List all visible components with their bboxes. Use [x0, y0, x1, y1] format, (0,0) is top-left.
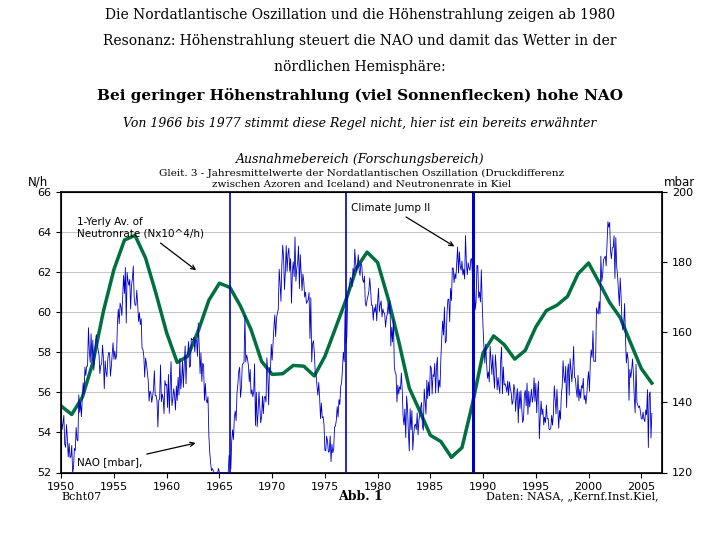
- Text: Resonanz: Höhenstrahlung steuert die NAO und damit das Wetter in der: Resonanz: Höhenstrahlung steuert die NAO…: [103, 34, 617, 48]
- Text: Climate Jump II: Climate Jump II: [351, 202, 453, 246]
- Text: mbar: mbar: [665, 176, 696, 189]
- Text: N/h: N/h: [28, 176, 48, 189]
- Text: Bcht07: Bcht07: [61, 491, 102, 502]
- Text: Daten: NASA, „Kernf.Inst.Kiel,: Daten: NASA, „Kernf.Inst.Kiel,: [486, 491, 659, 502]
- Text: Abb. 1: Abb. 1: [338, 489, 382, 503]
- Text: NAO [mbar],: NAO [mbar],: [77, 442, 194, 468]
- Text: Die Nordatlantische Oszillation und die Höhenstrahlung zeigen ab 1980: Die Nordatlantische Oszillation und die …: [105, 8, 615, 22]
- Text: Bei geringer Höhenstrahlung (viel Sonnenflecken) hohe NAO: Bei geringer Höhenstrahlung (viel Sonnen…: [97, 89, 623, 104]
- Text: Ausnahmebereich (Forschungsbereich): Ausnahmebereich (Forschungsbereich): [235, 153, 485, 166]
- Text: nördlichen Hemisphäre:: nördlichen Hemisphäre:: [274, 60, 446, 74]
- Title: Gleit. 3 - Jahresmittelwerte der Nordatlantischen Oszillation (Druckdifferenz
zw: Gleit. 3 - Jahresmittelwerte der Nordatl…: [159, 168, 564, 188]
- Text: 1-Yerly Av. of
Neutronrate (Nx10^4/h): 1-Yerly Av. of Neutronrate (Nx10^4/h): [77, 217, 204, 269]
- Text: Von 1966 bis 1977 stimmt diese Regel nicht, hier ist ein bereits erwähnter: Von 1966 bis 1977 stimmt diese Regel nic…: [123, 117, 597, 130]
